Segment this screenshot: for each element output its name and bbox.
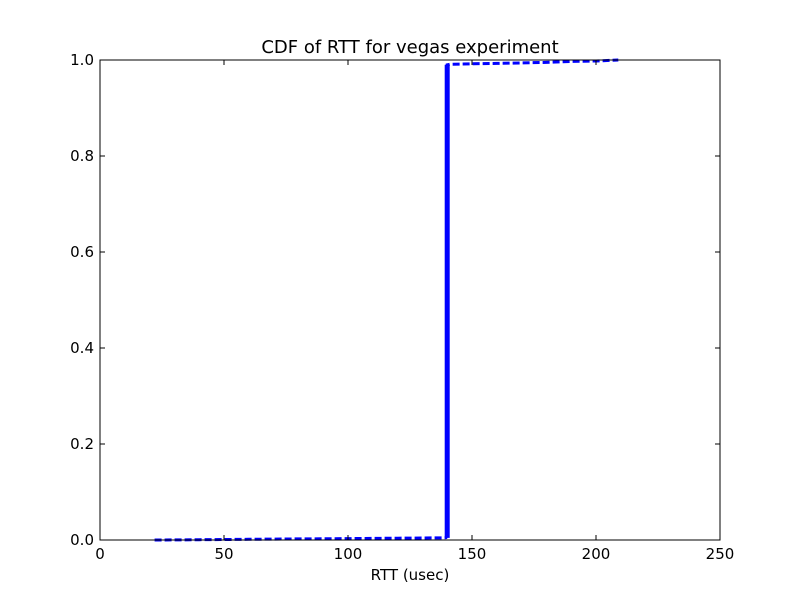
x-tick-label: 50 (214, 545, 233, 563)
y-tick-label: 0.8 (70, 147, 94, 165)
y-tick-label: 0.6 (70, 243, 94, 261)
chart-title: CDF of RTT for vegas experiment (261, 37, 558, 58)
y-tick-label: 0.2 (70, 435, 94, 453)
x-tick-label: 0 (95, 545, 105, 563)
plot-frame (99, 59, 721, 541)
y-tick-label: 0.0 (70, 531, 94, 549)
x-tick-label: 250 (706, 545, 735, 563)
series-line-0 (154, 58, 619, 542)
y-tick-label: 1.0 (70, 51, 94, 69)
x-tick-label: 200 (582, 545, 611, 563)
x-tick-label: 150 (458, 545, 487, 563)
plot-area (154, 58, 619, 542)
y-tick-label: 0.4 (70, 339, 94, 357)
x-axis-label: RTT (usec) (371, 566, 450, 584)
x-tick-label: 100 (334, 545, 363, 563)
axes: 0 50 100 150 200 250 0.0 0.2 0.4 0.6 0.8 1.0 (70, 51, 734, 563)
